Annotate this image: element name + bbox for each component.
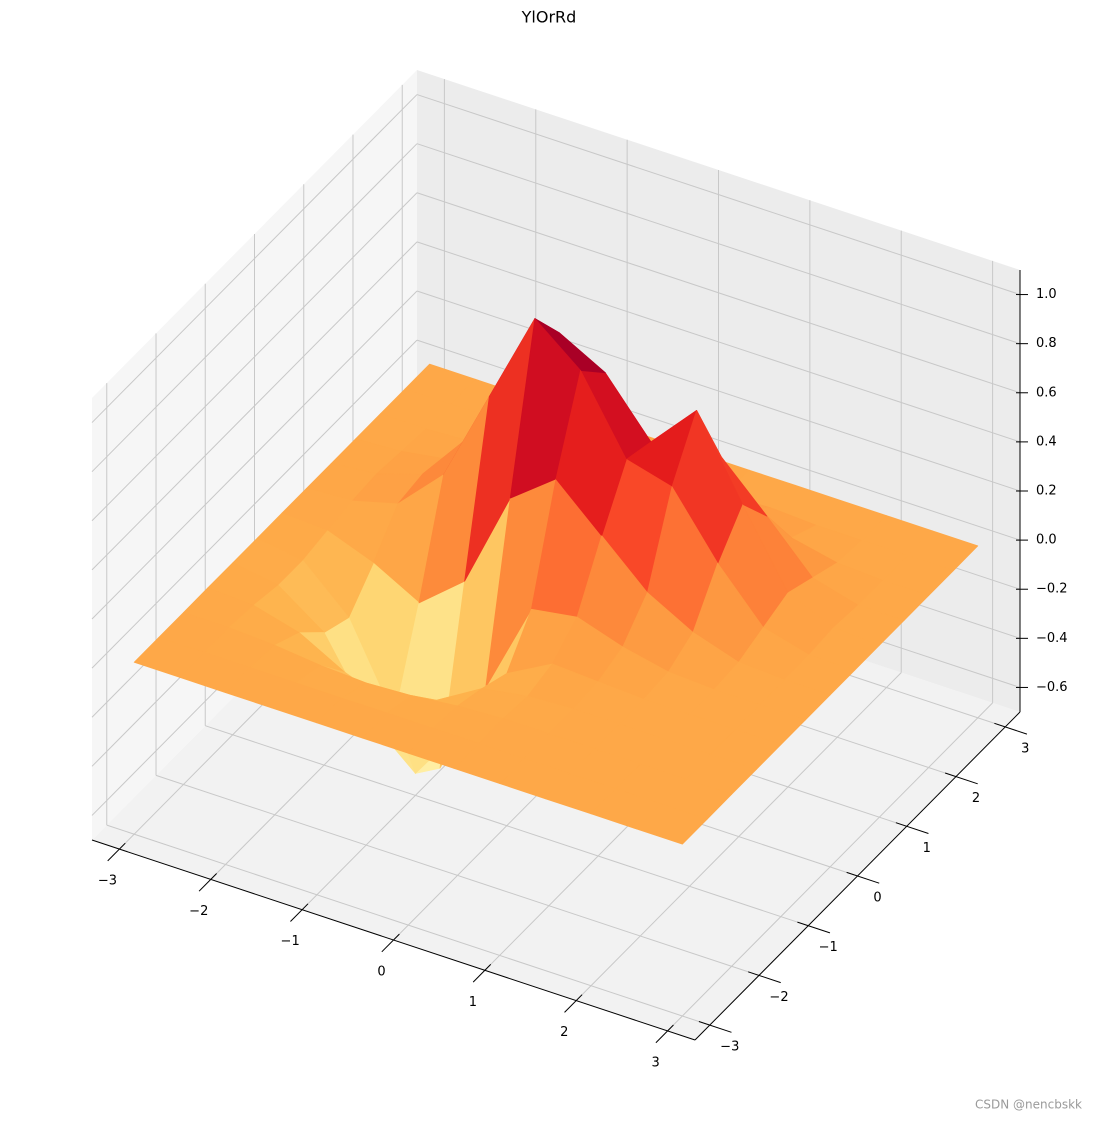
- grid-line: [91, 290, 418, 620]
- z-tick-label: 0.8: [1036, 336, 1057, 351]
- x-tick: [107, 842, 126, 862]
- grid-line: [91, 241, 418, 571]
- y-tick: [846, 871, 880, 884]
- grid-line: [91, 94, 418, 423]
- z-tick-label: −0.6: [1036, 680, 1068, 695]
- y-tick-label: 0: [873, 891, 881, 906]
- x-tick-label: −1: [281, 934, 300, 949]
- x-tick: [564, 994, 583, 1013]
- y-tick: [994, 722, 1028, 735]
- z-tick-label: 0.0: [1036, 533, 1057, 548]
- x-tick: [198, 873, 217, 892]
- z-tick-label: −0.2: [1036, 582, 1068, 597]
- grid-line: [416, 192, 1021, 394]
- y-tick-label: −3: [720, 1040, 739, 1055]
- x-tick-label: 1: [469, 995, 477, 1010]
- grid-line: [416, 94, 1021, 296]
- x-tick-label: 2: [560, 1025, 568, 1040]
- x-tick: [290, 903, 309, 922]
- surface-patch: [555, 370, 627, 537]
- y-tick: [797, 921, 831, 934]
- y-tick-label: −1: [819, 940, 838, 955]
- chart-title: YlOrRd: [521, 8, 577, 27]
- x-tick: [381, 933, 400, 953]
- grid-line: [106, 824, 710, 1026]
- x-tick-label: −3: [98, 874, 117, 889]
- grid-line: [416, 143, 1021, 345]
- grid-line: [155, 774, 760, 976]
- grid-line: [91, 143, 418, 473]
- watermark: CSDN @nencbskk: [975, 1098, 1082, 1112]
- y-tick-label: −2: [769, 990, 788, 1005]
- surface-patch: [636, 803, 708, 845]
- y-tick-label: 3: [1021, 741, 1029, 756]
- z-tick-label: −0.4: [1036, 631, 1068, 646]
- x-tick: [472, 964, 492, 983]
- grid-line: [416, 241, 1021, 443]
- x-tick: [655, 1024, 674, 1044]
- y-tick: [944, 772, 978, 785]
- y-tick-label: 1: [923, 841, 931, 856]
- y-tick: [698, 1021, 732, 1033]
- x-tick-label: 3: [651, 1055, 659, 1070]
- z-tick-label: 0.2: [1036, 484, 1057, 499]
- z-tick-label: 0.6: [1036, 385, 1057, 400]
- grid-line: [91, 339, 418, 669]
- grid-line: [205, 725, 809, 927]
- grid-line: [91, 192, 418, 522]
- z-tick-label: 1.0: [1036, 287, 1057, 302]
- y-tick-label: 2: [972, 791, 980, 806]
- y-tick: [895, 822, 929, 834]
- x-tick-label: −2: [189, 904, 208, 919]
- x-tick-label: 0: [377, 965, 385, 980]
- z-tick-label: 0.4: [1036, 434, 1057, 449]
- grid-line: [416, 290, 1021, 492]
- y-tick: [748, 971, 781, 984]
